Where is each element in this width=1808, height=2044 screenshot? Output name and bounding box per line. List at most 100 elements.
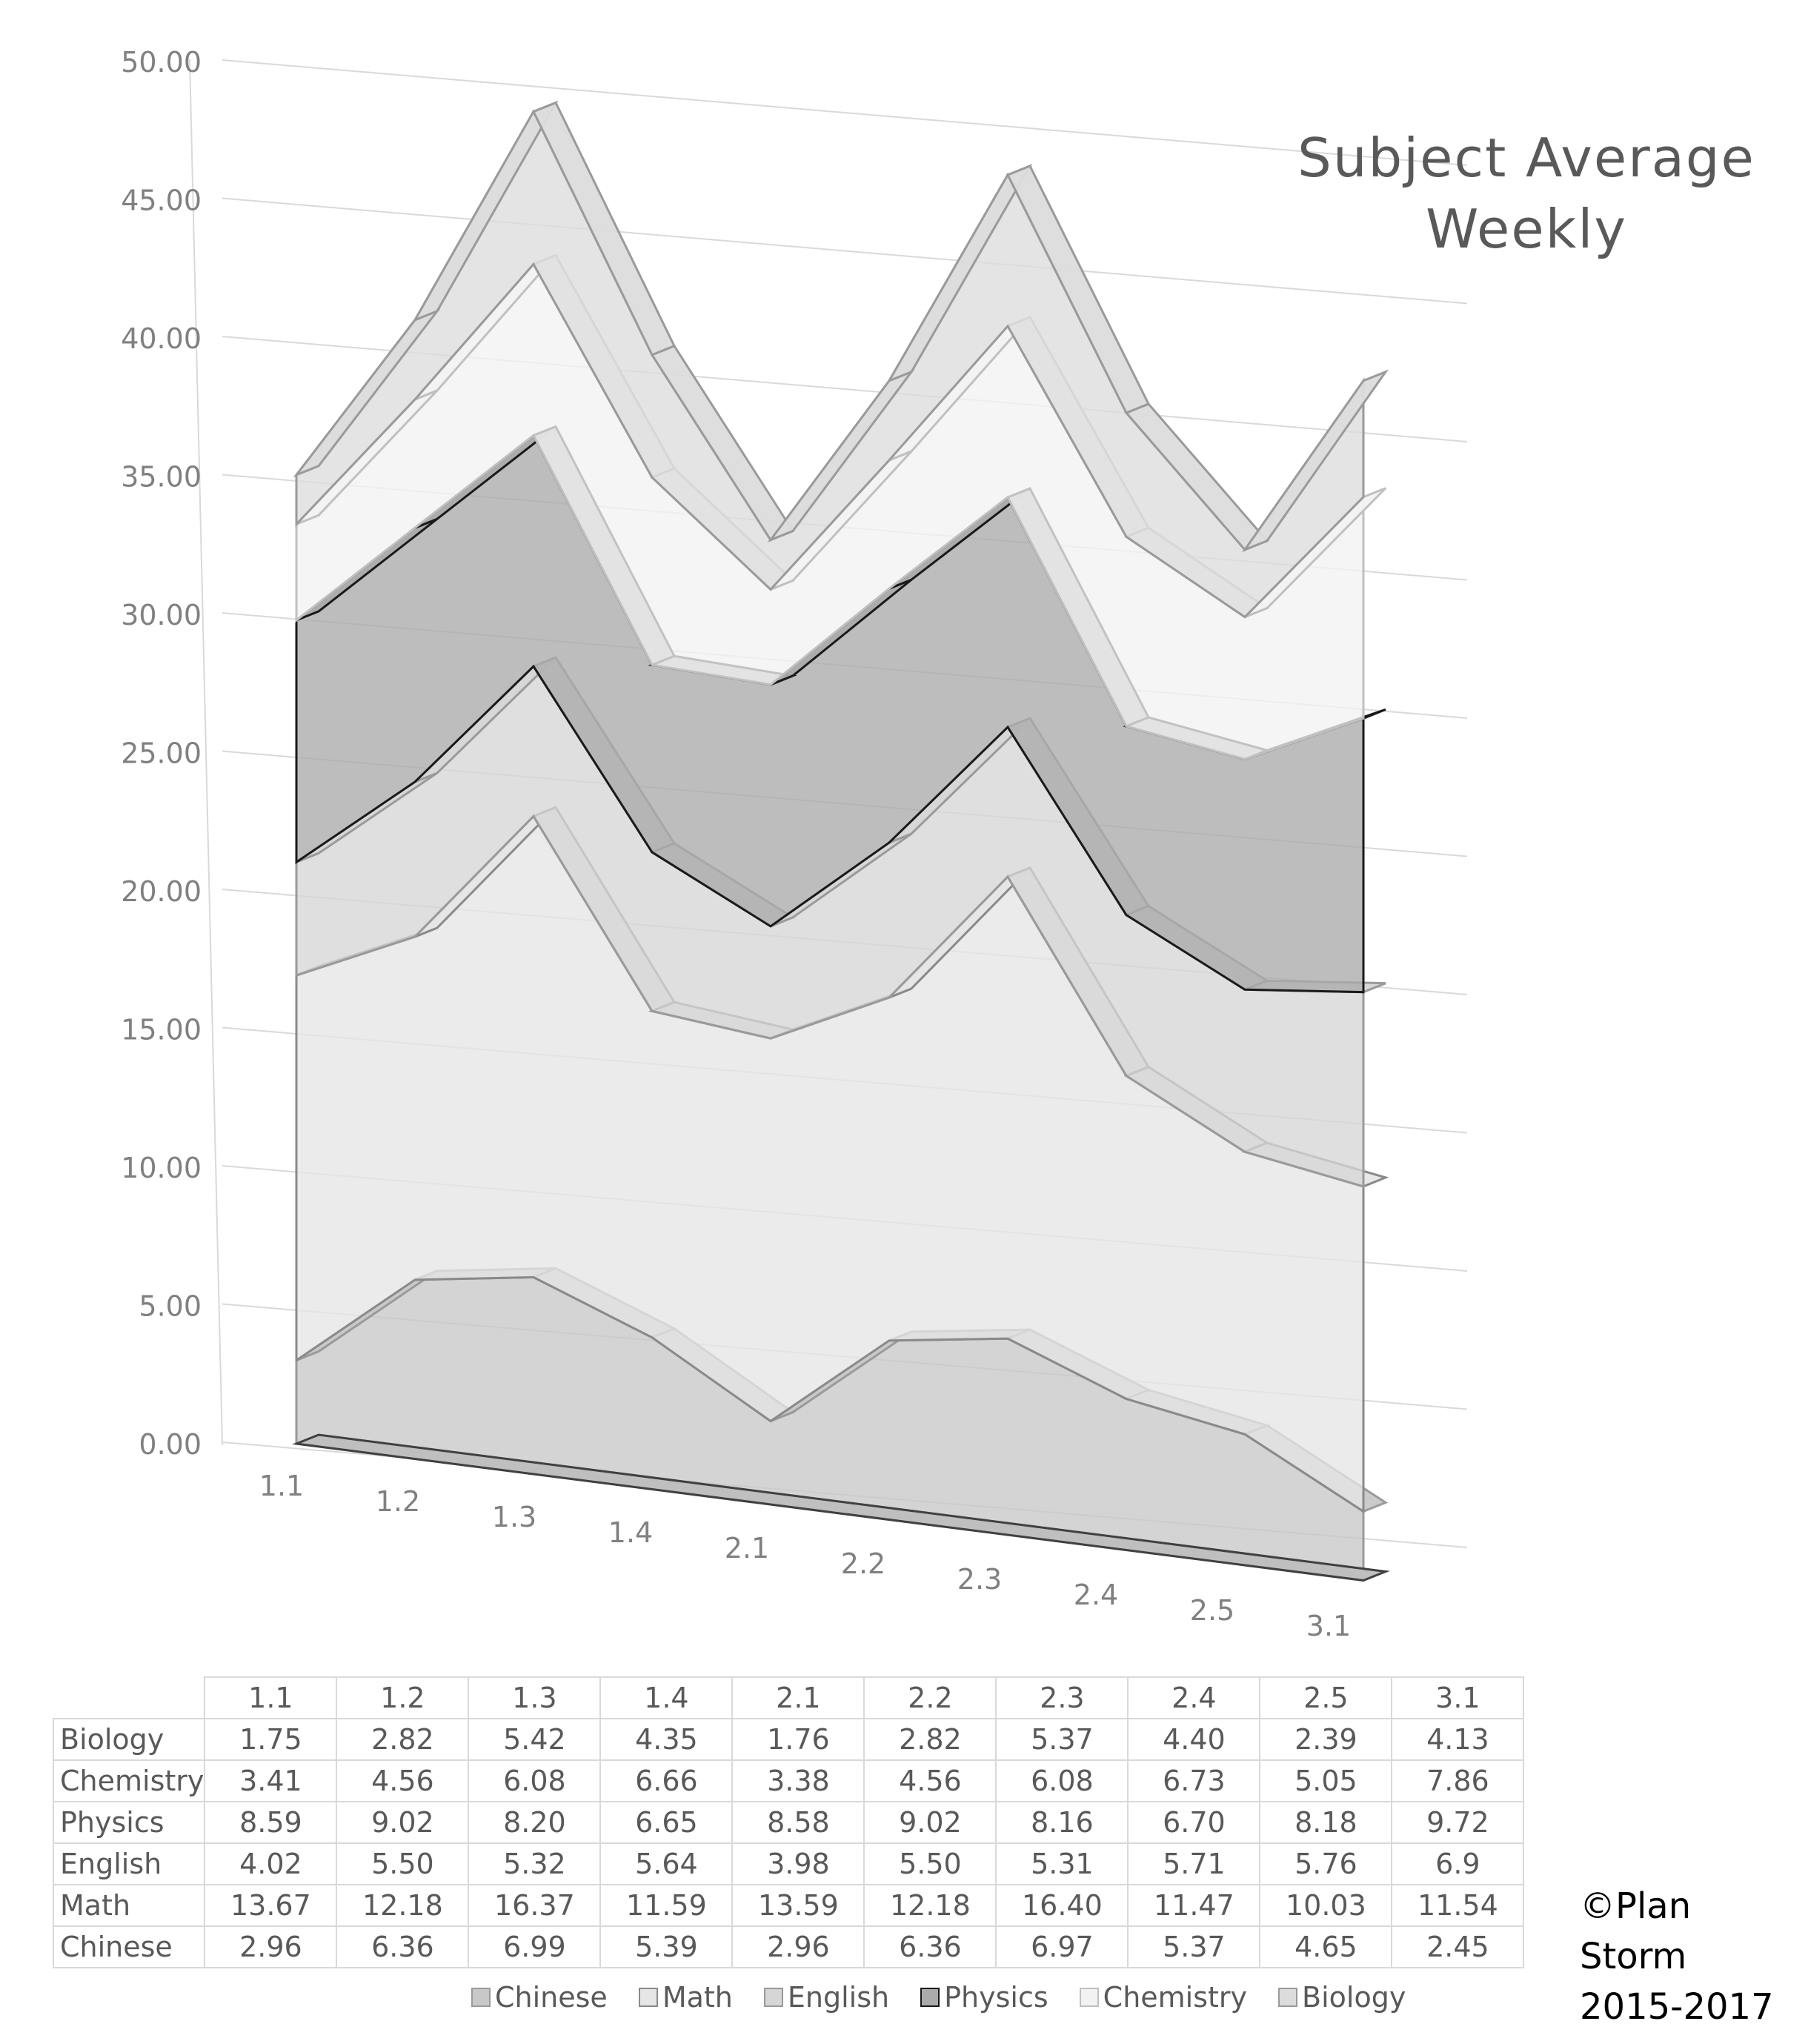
data-table-cell: 6.9 — [1391, 1842, 1525, 1885]
data-table-row-label: Math — [52, 1884, 206, 1927]
y-tick-label: 30.00 — [121, 599, 202, 631]
data-table-cell: 4.40 — [1127, 1718, 1261, 1761]
y-tick-label: 50.00 — [121, 46, 202, 79]
x-axis-ticks: 1.1 1.2 1.3 1.4 2.1 2.2 2.3 2.4 2.5 3.1 — [259, 1470, 1351, 1642]
data-table-cell: 9.02 — [336, 1801, 470, 1844]
data-table-row-label: Chemistry — [52, 1759, 206, 1802]
legend-label: Math — [662, 1981, 733, 2014]
data-table-row: English 4.02 5.50 5.32 5.64 3.98 5.50 5.31 5.71 5… — [52, 1842, 1525, 1885]
legend: Chinese Math English Physics Chemistry Biolog… — [471, 1975, 1406, 2020]
data-table-row-label: Chinese — [52, 1925, 206, 1968]
data-table-cell: 11.47 — [1127, 1884, 1261, 1927]
data-table-col-head: 3.1 — [1391, 1676, 1525, 1719]
data-table-cell: 4.35 — [599, 1718, 734, 1761]
data-table-row-label: English — [52, 1842, 206, 1885]
data-table: 1.1 1.2 1.3 1.4 2.1 2.2 2.3 2.4 2.5 3.1 … — [52, 1676, 1525, 1968]
data-table-cell: 9.72 — [1391, 1801, 1525, 1844]
data-table-cell: 5.05 — [1259, 1759, 1393, 1802]
data-table-col-head: 2.3 — [995, 1676, 1129, 1719]
series-biology — [293, 100, 1389, 619]
data-table-cell: 6.36 — [336, 1925, 470, 1968]
data-table-cell: 5.42 — [468, 1718, 602, 1761]
copyright-line-2: 2015-2017 — [1580, 1986, 1774, 2028]
y-axis-ticks: 0.00 5.00 10.00 15.00 20.00 25.00 30.00 35.00 40… — [121, 46, 202, 1461]
data-table-cell: 2.45 — [1391, 1925, 1525, 1968]
x-tick-label: 1.3 — [492, 1501, 536, 1533]
legend-item-english: English — [763, 1975, 890, 2020]
data-table-cell: 8.18 — [1259, 1801, 1393, 1844]
chart-floor — [292, 1433, 1390, 1582]
x-tick-label: 2.3 — [957, 1563, 1002, 1596]
data-table-cell: 5.64 — [599, 1842, 734, 1885]
data-table-cell: 2.96 — [204, 1925, 338, 1968]
data-table-col-head: 2.1 — [731, 1676, 865, 1719]
legend-label: Chinese — [495, 1981, 608, 2014]
data-table-col-head: 1.4 — [599, 1676, 734, 1719]
data-table-cell: 6.70 — [1127, 1801, 1261, 1844]
data-table-cell: 5.50 — [336, 1842, 470, 1885]
x-tick-label: 2.2 — [841, 1547, 885, 1580]
legend-label: English — [787, 1981, 890, 2014]
data-table-cell: 8.58 — [731, 1801, 865, 1844]
gridline — [222, 59, 1468, 166]
x-tick-label: 2.1 — [725, 1532, 769, 1564]
legend-label: Biology — [1302, 1981, 1406, 2014]
y-axis-line — [189, 59, 223, 1446]
data-table-col-head: 1.2 — [336, 1676, 470, 1719]
data-table-cell: 16.40 — [995, 1884, 1129, 1927]
data-table-header-row: 1.1 1.2 1.3 1.4 2.1 2.2 2.3 2.4 2.5 3.1 — [53, 1676, 1525, 1719]
chart-title: Subject Average Weekly — [1260, 122, 1793, 265]
chart-title-line-1: Subject Average — [1297, 127, 1755, 189]
data-table-cell: 6.36 — [863, 1925, 997, 1968]
data-table-row: Math 13.67 12.18 16.37 11.59 13.59 12.18 16.40 1… — [52, 1884, 1525, 1927]
data-table-col-head: 1.3 — [468, 1676, 602, 1719]
data-table-cell: 6.08 — [468, 1759, 602, 1802]
data-table-cell: 3.98 — [731, 1842, 865, 1885]
legend-swatch — [920, 1988, 940, 2007]
data-table-cell: 6.99 — [468, 1925, 602, 1968]
data-table-row: Chinese 2.96 6.36 6.99 5.39 2.96 6.36 6.97 5.37 4… — [52, 1925, 1525, 1968]
data-table-cell: 2.39 — [1259, 1718, 1393, 1761]
x-tick-label: 1.1 — [259, 1470, 304, 1502]
data-table-row-label: Physics — [52, 1801, 206, 1844]
data-table-cell: 6.65 — [599, 1801, 734, 1844]
y-tick-label: 40.00 — [121, 322, 202, 355]
data-table-col-head: 2.2 — [863, 1676, 997, 1719]
data-table-cell: 12.18 — [863, 1884, 997, 1927]
data-table-cell: 11.59 — [599, 1884, 734, 1927]
data-table-cell: 6.73 — [1127, 1759, 1261, 1802]
data-table-row: Physics 8.59 9.02 8.20 6.65 8.58 9.02 8.16 6.70 8… — [52, 1801, 1525, 1844]
data-table-cell: 2.82 — [336, 1718, 470, 1761]
y-tick-label: 0.00 — [139, 1428, 202, 1461]
legend-swatch — [638, 1988, 658, 2007]
series-layer — [292, 100, 1390, 1582]
y-tick-label: 20.00 — [121, 875, 202, 908]
data-table-cell: 9.02 — [863, 1801, 997, 1844]
data-table-cell: 4.56 — [863, 1759, 997, 1802]
data-table-cell: 3.38 — [731, 1759, 865, 1802]
gridline — [222, 197, 1468, 305]
data-table-cell: 8.59 — [204, 1801, 338, 1844]
legend-swatch — [1278, 1988, 1298, 2007]
y-tick-label: 45.00 — [121, 185, 202, 217]
data-table-cell: 11.54 — [1391, 1884, 1525, 1927]
chart-plot: 0.00 5.00 10.00 15.00 20.00 25.00 30.00 35.00 40… — [121, 46, 1468, 1642]
data-table-cell: 12.18 — [336, 1884, 470, 1927]
data-table-cell: 6.66 — [599, 1759, 734, 1802]
copyright-line-1: ©Plan Storm — [1580, 1885, 1692, 1977]
x-tick-label: 1.4 — [608, 1516, 653, 1549]
legend-label: Chemistry — [1103, 1981, 1248, 2014]
chart-title-line-2: Weekly — [1426, 198, 1627, 260]
data-table-cell: 4.65 — [1259, 1925, 1393, 1968]
data-table-cell: 5.37 — [995, 1718, 1129, 1761]
legend-swatch — [471, 1988, 491, 2007]
data-table-cell: 5.31 — [995, 1842, 1129, 1885]
data-table-cell: 3.41 — [204, 1759, 338, 1802]
data-table-cell: 5.32 — [468, 1842, 602, 1885]
data-table-cell: 1.76 — [731, 1718, 865, 1761]
legend-label: Physics — [944, 1981, 1048, 2014]
data-table-cell: 13.59 — [731, 1884, 865, 1927]
data-table-cell: 5.76 — [1259, 1842, 1393, 1885]
x-tick-label: 2.4 — [1074, 1579, 1118, 1611]
data-table-cell: 2.82 — [863, 1718, 997, 1761]
